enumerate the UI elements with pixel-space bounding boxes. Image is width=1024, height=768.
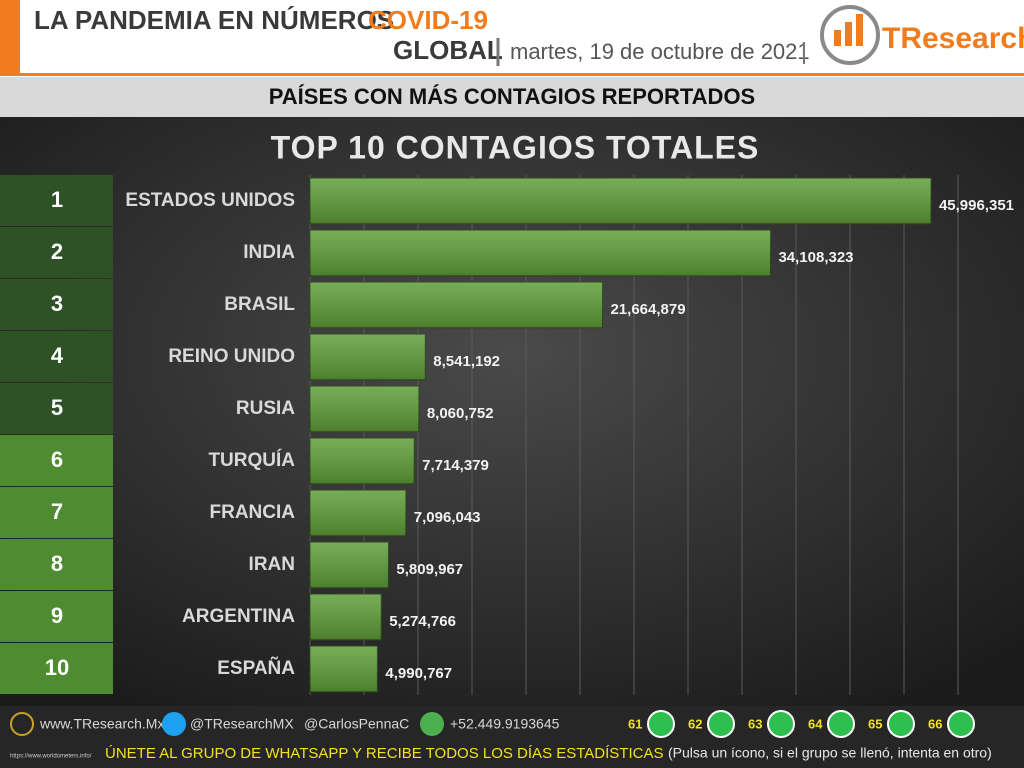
plot: 1 2 3 4 5 6 7 8 9 10 ESTADOS UNIDOS 45,996,351 INDIA… bbox=[0, 175, 1014, 695]
header-date: martes, 19 de octubre de 2021 bbox=[510, 39, 810, 64]
twitter-icon bbox=[162, 712, 186, 736]
category-label: IRAN bbox=[249, 554, 295, 575]
whatsapp-icon[interactable] bbox=[707, 710, 735, 738]
source: https://www.worldometers.info/ bbox=[10, 754, 92, 760]
group-number: 66 bbox=[928, 716, 942, 731]
phone-icon bbox=[420, 712, 444, 736]
bar-shade bbox=[310, 230, 771, 276]
instructions: (Pulsa un ícono, si el grupo se llenó, i… bbox=[668, 745, 992, 761]
bar-shade bbox=[310, 334, 426, 380]
rank: 9 bbox=[51, 603, 63, 628]
rank: 2 bbox=[51, 239, 63, 264]
rank: 10 bbox=[45, 655, 69, 680]
header-highlight: COVID-19 bbox=[368, 5, 488, 35]
logo: TResearch bbox=[882, 22, 1024, 55]
group-number: 63 bbox=[748, 716, 762, 731]
rank: 3 bbox=[51, 291, 63, 316]
rank: 8 bbox=[51, 551, 63, 576]
value-label: 8,541,192 bbox=[433, 353, 500, 370]
rank-cell bbox=[0, 279, 113, 330]
logo-icon bbox=[820, 5, 880, 65]
section-band bbox=[0, 77, 1024, 117]
whatsapp-icon[interactable] bbox=[647, 710, 675, 738]
call-to-action: ÚNETE AL GRUPO DE WHATSAPP Y RECIBE TODO… bbox=[105, 745, 663, 762]
rank: 4 bbox=[51, 343, 64, 368]
value-label: 4,990,767 bbox=[385, 665, 452, 682]
twitter[interactable]: @TResearchMX bbox=[190, 716, 294, 732]
rank-cell bbox=[0, 175, 113, 226]
rank-cell bbox=[0, 487, 113, 538]
bar-shade bbox=[310, 594, 382, 640]
bar-shade bbox=[310, 178, 931, 224]
group-number: 64 bbox=[808, 716, 823, 731]
bar-shade bbox=[310, 490, 406, 536]
section-title: PAÍSES CON MÁS CONTAGIOS REPORTADOS bbox=[269, 84, 755, 109]
category-label: INDIA bbox=[243, 242, 295, 263]
whatsapp-groups: 61 62 63 64 65 66 bbox=[628, 710, 975, 738]
value-label: 21,664,879 bbox=[610, 301, 685, 318]
rank: 1 bbox=[51, 187, 63, 212]
rank-cell bbox=[0, 383, 113, 434]
bar-shade bbox=[310, 386, 419, 432]
value-label: 5,809,967 bbox=[396, 561, 463, 578]
category-label: ESPAÑA bbox=[217, 657, 295, 679]
website[interactable]: www.TResearch.Mx bbox=[39, 716, 164, 732]
header-title: LA PANDEMIA EN NÚMEROS bbox=[34, 5, 394, 35]
web-icon bbox=[10, 712, 34, 736]
header-accent bbox=[0, 0, 20, 74]
category-label: FRANCIA bbox=[210, 502, 296, 523]
value-label: 45,996,351 bbox=[939, 197, 1014, 214]
category-label: REINO UNIDO bbox=[168, 346, 295, 367]
group-number: 65 bbox=[868, 716, 882, 731]
rank-cell bbox=[0, 435, 113, 486]
value-label: 7,714,379 bbox=[422, 457, 489, 474]
personal[interactable]: @CarlosPennaC bbox=[304, 716, 409, 732]
group-number: 62 bbox=[688, 716, 702, 731]
category-label: BRASIL bbox=[224, 294, 295, 315]
value-label: 8,060,752 bbox=[427, 405, 494, 422]
rank-cell bbox=[0, 643, 113, 694]
rank-cell bbox=[0, 227, 113, 278]
whatsapp-icon[interactable] bbox=[827, 710, 855, 738]
whatsapp-icon[interactable] bbox=[767, 710, 795, 738]
phone: +52.449.9193645 bbox=[450, 716, 560, 732]
value-label: 7,096,043 bbox=[414, 509, 481, 526]
rank: 6 bbox=[51, 447, 63, 472]
value-label: 5,274,766 bbox=[389, 613, 456, 630]
rank-cell bbox=[0, 591, 113, 642]
value-label: 34,108,323 bbox=[778, 249, 853, 266]
rank-cell bbox=[0, 539, 113, 590]
header-rule bbox=[0, 73, 1024, 76]
category-label: ARGENTINA bbox=[182, 606, 295, 627]
category-label: TURQUÍA bbox=[208, 449, 295, 471]
chart-title: TOP 10 CONTAGIOS TOTALES bbox=[271, 129, 760, 165]
bar-shade bbox=[310, 282, 603, 328]
rank: 5 bbox=[51, 395, 63, 420]
rank-cell bbox=[0, 331, 113, 382]
bar-shade bbox=[310, 542, 389, 588]
bar-shade bbox=[310, 646, 378, 692]
group-number: 61 bbox=[628, 716, 642, 731]
bar-shade bbox=[310, 438, 415, 484]
category-label: RUSIA bbox=[236, 398, 295, 419]
whatsapp-icon[interactable] bbox=[887, 710, 915, 738]
rank: 7 bbox=[51, 499, 63, 524]
category-label: ESTADOS UNIDOS bbox=[125, 190, 295, 211]
whatsapp-icon[interactable] bbox=[947, 710, 975, 738]
header-scope: GLOBAL bbox=[393, 35, 503, 65]
